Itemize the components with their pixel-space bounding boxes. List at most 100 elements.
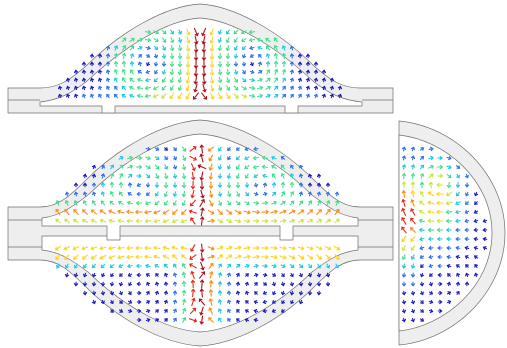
- full-vector-arrow: [154, 299, 159, 304]
- full-vector-arrow: [308, 200, 313, 206]
- side-vector-arrow: [455, 245, 461, 251]
- full-vector-arrow: [207, 246, 215, 251]
- side-vector-arrow: [446, 300, 452, 305]
- full-vector-arrow: [298, 173, 304, 179]
- full-vector-arrow: [91, 191, 97, 197]
- full-vector-arrow: [127, 173, 133, 179]
- full-vector-arrow: [135, 200, 142, 206]
- full-vector-arrow: [227, 200, 232, 206]
- full-vector-arrow: [145, 290, 150, 296]
- full-vector-arrow: [118, 164, 124, 170]
- top-vector-arrow: [129, 77, 135, 83]
- full-vector-arrow: [198, 298, 206, 306]
- side-vector-arrow: [410, 317, 415, 323]
- full-vector-arrow: [90, 209, 98, 215]
- side-vector-arrow: [428, 308, 434, 314]
- top-vector-arrow: [225, 68, 231, 76]
- top-vector-arrow: [98, 85, 103, 91]
- full-vector-arrow: [298, 281, 304, 287]
- full-vector-arrow: [190, 244, 196, 252]
- full-vector-arrow: [307, 182, 313, 188]
- side-vector-arrow: [418, 227, 425, 233]
- top-vector-arrow: [98, 93, 102, 99]
- full-vector-arrow: [235, 164, 240, 170]
- full-vector-arrow: [289, 281, 295, 287]
- full-vector-arrow: [173, 263, 177, 269]
- full-vector-arrow: [82, 209, 88, 215]
- full-vector-arrow: [334, 254, 340, 260]
- top-vector-arrow: [305, 77, 310, 83]
- full-vector-arrow: [281, 191, 286, 197]
- full-vector-arrow: [261, 245, 269, 251]
- top-vector-arrow: [113, 77, 118, 83]
- top-vector-arrow: [106, 77, 111, 83]
- side-vector-arrow: [456, 191, 460, 197]
- full-vector-arrow: [208, 172, 213, 180]
- top-vector-arrow: [129, 45, 135, 51]
- side-vector-arrow: [420, 309, 424, 313]
- top-vector-arrow: [186, 44, 191, 52]
- top-vector-arrow: [201, 35, 206, 45]
- top-vector-arrow: [225, 61, 231, 68]
- top-vector-arrow: [289, 77, 294, 83]
- top-vector-arrow: [81, 69, 87, 75]
- full-vector-arrow: [227, 155, 231, 161]
- side-vector-arrow: [436, 173, 444, 179]
- full-vector-arrow: [82, 191, 88, 197]
- side-vector-arrow: [473, 209, 479, 214]
- side-vector-arrow: [446, 281, 451, 287]
- full-vector-arrow: [217, 289, 223, 296]
- top-vector-arrow: [185, 52, 191, 60]
- full-vector-arrow: [243, 254, 251, 259]
- top-vector-arrow: [217, 77, 223, 84]
- full-vector-arrow: [82, 200, 87, 206]
- full-vector-arrow: [324, 246, 332, 251]
- top-vector-arrow: [305, 93, 310, 99]
- full-vector-arrow: [136, 191, 142, 197]
- top-vector-arrow: [169, 53, 175, 60]
- full-vector-arrow: [199, 198, 205, 207]
- full-vector-arrow: [119, 273, 123, 277]
- side-vector-arrow: [446, 264, 452, 269]
- full-vector-arrow: [135, 218, 143, 224]
- top-vector-arrow: [144, 29, 152, 35]
- top-vector-arrow: [289, 69, 295, 75]
- top-vector-arrow: [161, 69, 167, 75]
- top-vector-arrow: [161, 93, 167, 99]
- full-vector-arrow: [127, 299, 133, 304]
- full-vector-arrow: [261, 218, 269, 224]
- full-vector-arrow: [109, 190, 114, 197]
- top-vector-arrow: [233, 93, 239, 99]
- top-vector-arrow: [273, 52, 278, 60]
- full-vector-arrow: [235, 290, 241, 296]
- side-vector-arrow: [455, 218, 461, 224]
- full-vector-arrow: [208, 262, 214, 270]
- side-vector-arrow: [473, 255, 478, 260]
- full-vector-arrow: [208, 181, 214, 190]
- full-vector-arrow: [164, 147, 168, 151]
- full-vector-arrow: [325, 281, 331, 287]
- full-vector-arrow: [226, 181, 232, 189]
- full-vector-arrow: [145, 146, 151, 152]
- side-vector-arrow: [420, 164, 424, 170]
- top-vector-arrow: [218, 92, 223, 100]
- full-vector-arrow: [252, 218, 260, 224]
- full-vector-arrow: [109, 200, 115, 206]
- side-vector-arrow: [455, 281, 461, 287]
- side-vector-arrow: [427, 191, 435, 197]
- full-vector-arrow: [145, 173, 151, 179]
- full-vector-arrow: [73, 272, 79, 278]
- full-vector-arrow: [145, 156, 152, 161]
- side-vector-arrow: [482, 246, 488, 251]
- full-vector-arrow: [164, 272, 169, 278]
- top-vector-arrow: [282, 68, 287, 75]
- side-vector-arrow: [455, 182, 461, 189]
- full-vector-arrow: [73, 254, 79, 260]
- full-vector-arrow: [181, 289, 187, 297]
- side-vector-arrow: [464, 236, 470, 242]
- full-vector-arrow: [226, 173, 232, 180]
- side-vector-arrow: [410, 245, 416, 251]
- top-vector-arrow: [185, 60, 191, 68]
- full-vector-arrow: [299, 299, 304, 305]
- full-vector-arrow: [190, 279, 196, 289]
